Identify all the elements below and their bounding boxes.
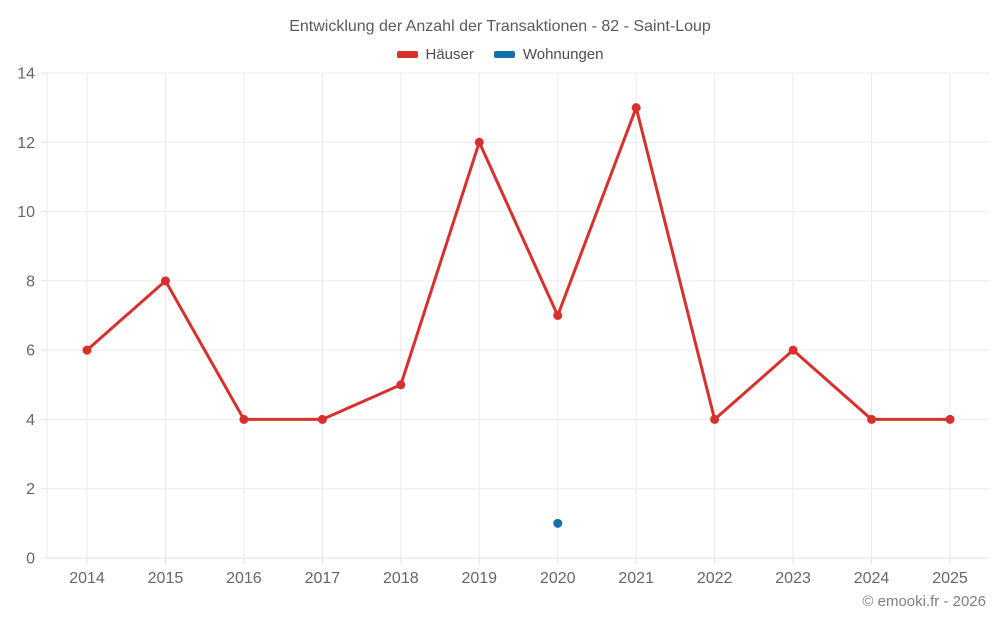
legend-item-hauser[interactable]: Häuser: [396, 46, 474, 63]
y-tick-label: 0: [26, 551, 35, 568]
data-point-häuser[interactable]: [474, 137, 484, 147]
legend: Häuser Wohnungen: [0, 46, 1000, 63]
legend-item-wohnungen[interactable]: Wohnungen: [493, 46, 604, 63]
data-point-häuser[interactable]: [82, 345, 92, 355]
data-point-häuser[interactable]: [396, 380, 406, 390]
data-point-häuser[interactable]: [317, 414, 327, 424]
y-tick-label: 10: [17, 204, 35, 221]
y-tick-label: 2: [26, 481, 35, 498]
data-point-häuser[interactable]: [867, 414, 877, 424]
chart-title: Entwicklung der Anzahl der Transaktionen…: [289, 18, 711, 35]
x-tick-label: 2024: [854, 570, 890, 587]
data-point-häuser[interactable]: [945, 414, 955, 424]
legend-label-wohnungen: Wohnungen: [522, 46, 604, 63]
y-tick-label: 8: [26, 273, 35, 290]
y-tick-label: 12: [17, 135, 35, 152]
data-point-häuser[interactable]: [553, 311, 563, 320]
data-point-wohnungen[interactable]: [553, 518, 563, 528]
y-tick-label: 6: [26, 343, 35, 360]
series-line-häuser: [85, 106, 952, 421]
data-point-häuser[interactable]: [239, 414, 249, 424]
legend-swatch-hauser-icon: [396, 51, 418, 58]
y-tick-label: 14: [17, 66, 35, 83]
x-tick-label: 2019: [461, 570, 497, 587]
x-tick-label: 2017: [305, 570, 341, 587]
data-point-häuser[interactable]: [788, 345, 798, 355]
x-tick-label: 2023: [775, 570, 811, 587]
x-tick-label: 2025: [932, 570, 968, 587]
x-tick-label: 2014: [69, 570, 105, 587]
x-tick-label: 2018: [383, 570, 419, 587]
legend-label-hauser: Häuser: [425, 46, 474, 63]
x-tick-label: 2022: [697, 570, 733, 587]
x-tick-label: 2020: [540, 570, 576, 587]
legend-swatch-wohnungen-icon: [493, 51, 515, 58]
x-tick-label: 2016: [226, 570, 262, 587]
data-point-häuser[interactable]: [631, 103, 641, 113]
copyright-text: © emooki.fr - 2026: [862, 593, 986, 610]
x-tick-label: 2015: [148, 570, 184, 587]
x-tick-label: 2021: [618, 570, 654, 587]
data-point-häuser[interactable]: [160, 276, 170, 286]
y-tick-label: 4: [26, 412, 35, 429]
data-point-häuser[interactable]: [710, 414, 720, 424]
